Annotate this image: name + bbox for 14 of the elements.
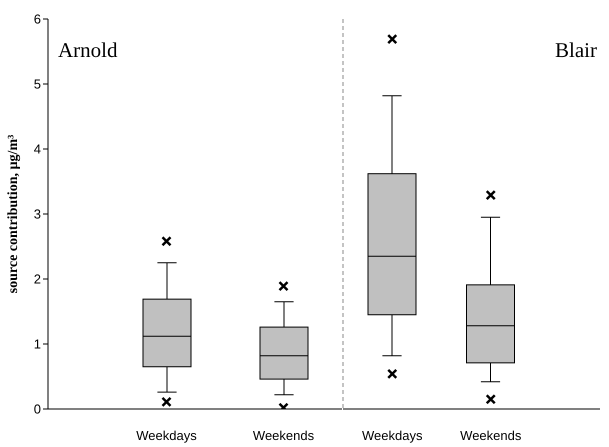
x-tick-label: Weekdays [362, 428, 423, 444]
y-tick-label: 0 [34, 402, 41, 417]
text: Arnold [58, 38, 118, 63]
y-tick-label: 2 [34, 272, 41, 287]
x-tick-label: Weekends [252, 428, 315, 444]
x-tick-label: Weekends [460, 428, 522, 444]
y-tick-label: 4 [34, 142, 41, 157]
y-tick-label: 6 [34, 12, 41, 27]
y-tick-label: 5 [34, 76, 41, 92]
text: Blair [555, 38, 597, 63]
y-tick-label: 3 [34, 206, 41, 222]
x-tick-label: Weekdays [136, 428, 198, 444]
y-tick-label: 1 [34, 336, 41, 352]
y-axis-title: source contribution, µg/m³ [6, 134, 21, 294]
